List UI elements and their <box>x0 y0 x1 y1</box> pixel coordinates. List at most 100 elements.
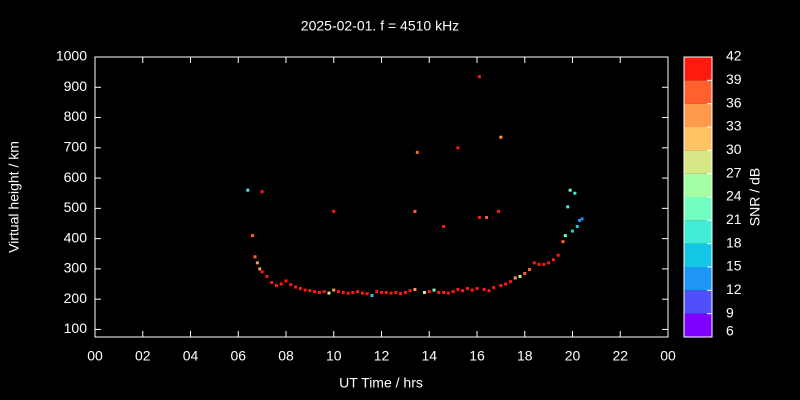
colorbar-segment <box>684 80 712 104</box>
colorbar-label: SNR / dB <box>747 168 763 226</box>
data-point <box>563 234 567 238</box>
data-point <box>332 288 336 292</box>
data-point <box>496 209 500 213</box>
colorbar-segment <box>684 220 712 244</box>
data-point <box>504 282 508 286</box>
data-point <box>360 291 364 295</box>
data-point <box>260 190 264 194</box>
data-point <box>294 285 298 289</box>
data-point <box>556 253 560 257</box>
data-point <box>568 188 572 192</box>
x-tick-label: 22 <box>612 348 628 364</box>
colorbar-tick-label: 30 <box>726 141 742 157</box>
colorbar-segment <box>684 313 712 337</box>
data-point <box>475 287 479 291</box>
y-tick-label: 200 <box>64 290 88 306</box>
colorbar-segment <box>684 197 712 221</box>
y-tick-label: 800 <box>64 108 88 124</box>
data-point <box>308 289 312 293</box>
data-point <box>251 234 255 238</box>
data-point <box>499 135 503 139</box>
x-tick-label: 12 <box>374 348 390 364</box>
colorbar-tick-label: 6 <box>726 323 734 339</box>
colorbar-segment <box>684 173 712 197</box>
data-point <box>375 290 379 294</box>
data-point <box>260 270 264 274</box>
data-point <box>442 225 446 229</box>
data-point <box>485 215 489 219</box>
y-tick-label: 1000 <box>56 48 87 64</box>
data-point <box>313 290 317 294</box>
data-point <box>413 209 417 213</box>
data-point <box>542 262 546 266</box>
data-point <box>442 291 446 295</box>
data-point <box>482 287 486 291</box>
data-point <box>258 267 262 271</box>
data-point <box>575 225 579 229</box>
data-point <box>551 258 555 262</box>
y-tick-label: 600 <box>64 169 88 185</box>
data-point <box>408 289 412 293</box>
data-point <box>394 291 398 295</box>
data-point <box>456 287 460 291</box>
y-axis-label: Virtual height / km <box>6 141 22 253</box>
data-point <box>365 292 369 296</box>
data-point <box>351 291 355 295</box>
data-point <box>317 291 321 295</box>
data-point <box>508 280 512 284</box>
colorbar-tick-label: 39 <box>726 71 742 87</box>
data-point <box>270 281 274 285</box>
colorbar-tick-label: 27 <box>726 164 742 180</box>
y-tick-label: 400 <box>64 229 88 245</box>
y-tick-label: 300 <box>64 260 88 276</box>
data-point <box>255 261 259 265</box>
data-point <box>451 290 455 294</box>
y-tick-label: 900 <box>64 78 88 94</box>
data-point <box>465 287 469 291</box>
data-point <box>446 291 450 295</box>
data-point <box>487 289 491 293</box>
data-point <box>566 205 570 209</box>
data-point <box>356 290 360 294</box>
data-point <box>580 217 584 221</box>
data-point <box>547 261 551 265</box>
data-point <box>370 294 374 298</box>
x-tick-label: 18 <box>517 348 533 364</box>
colorbar-tick-label: 36 <box>726 94 742 110</box>
data-point <box>322 290 326 294</box>
data-point <box>413 287 417 291</box>
data-point <box>253 255 257 259</box>
data-point <box>403 291 407 295</box>
data-point <box>303 288 307 292</box>
data-point <box>477 75 481 79</box>
data-point <box>523 271 527 275</box>
data-point <box>561 240 565 244</box>
data-point <box>492 286 496 290</box>
data-point <box>384 291 388 295</box>
data-point <box>327 291 331 295</box>
x-tick-label: 20 <box>565 348 581 364</box>
y-tick-label: 700 <box>64 139 88 155</box>
colorbar-segment <box>684 290 712 314</box>
data-point <box>274 284 278 288</box>
x-tick-label: 04 <box>183 348 199 364</box>
colorbar-segment <box>684 103 712 127</box>
colorbar-tick-label: 9 <box>726 304 734 320</box>
colorbar-tick-label: 12 <box>726 281 742 297</box>
colorbar-tick-label: 21 <box>726 211 742 227</box>
colorbar-tick-label: 33 <box>726 118 742 134</box>
colorbar-segment <box>684 127 712 151</box>
x-tick-label: 06 <box>230 348 246 364</box>
data-point <box>265 274 269 278</box>
colorbar-tick-label: 42 <box>726 48 742 64</box>
data-point <box>513 276 517 280</box>
data-point <box>298 287 302 291</box>
data-point <box>399 292 403 296</box>
data-point <box>427 290 431 294</box>
data-point <box>437 291 441 295</box>
colorbar-tick-label: 24 <box>726 188 742 204</box>
x-axis-label: UT Time / hrs <box>339 375 423 391</box>
colorbar-segment <box>684 150 712 174</box>
x-tick-label: 14 <box>421 348 437 364</box>
